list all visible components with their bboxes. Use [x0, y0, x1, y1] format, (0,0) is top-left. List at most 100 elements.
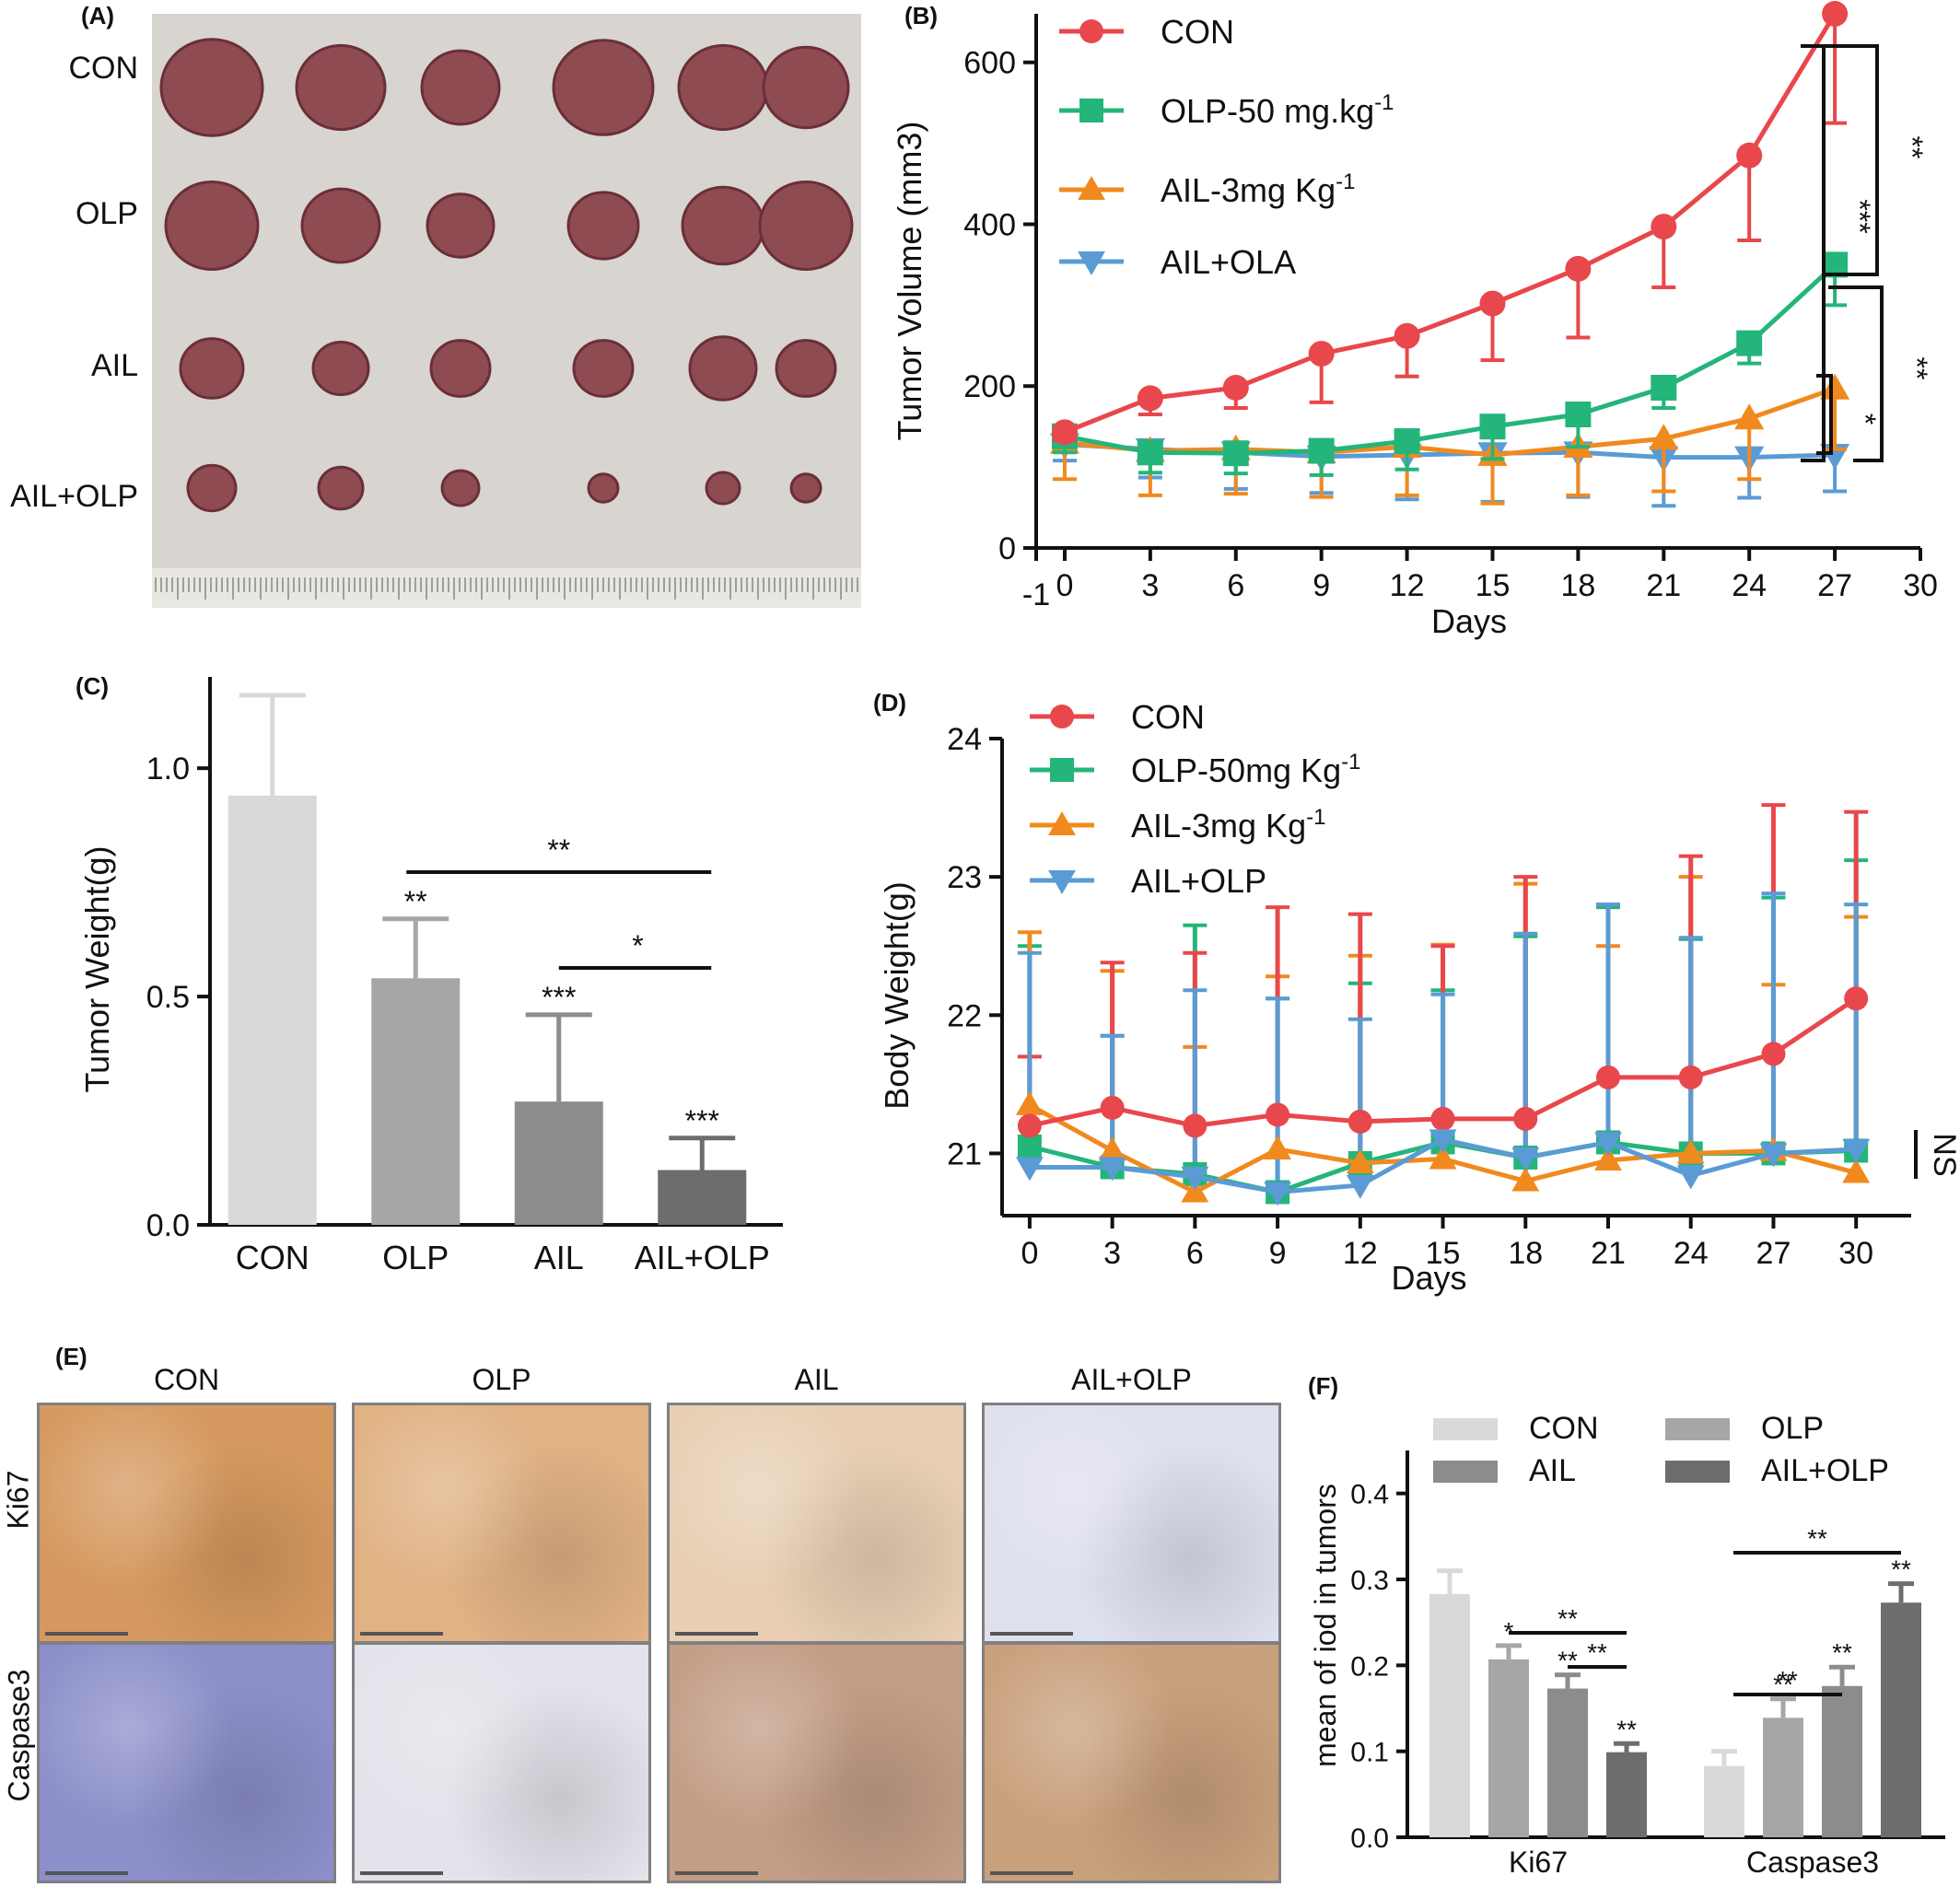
bar	[1606, 1752, 1647, 1837]
bar-significance: **	[1891, 1555, 1911, 1584]
scale-bar	[990, 1632, 1073, 1636]
x-tick-label: 3	[1141, 568, 1159, 603]
bracket	[1801, 44, 1826, 462]
x-tick-label: CON	[236, 1239, 309, 1276]
tumor-specimen	[426, 192, 496, 259]
bracket-label: **	[1558, 1604, 1578, 1633]
bar-significance: **	[1832, 1638, 1852, 1667]
series-line-group-0	[1017, 986, 1869, 1138]
y-tick-label: 0	[998, 531, 1016, 566]
bar-significance: **	[1558, 1647, 1578, 1675]
data-point	[1137, 439, 1163, 466]
ihc-col-label-ail-olp: AIL+OLP	[1071, 1363, 1192, 1396]
bracket-label: **	[1778, 1666, 1798, 1695]
x-axis-label: Days	[1431, 602, 1507, 640]
y-axis-label: mean of iod in tumors	[1309, 1484, 1342, 1767]
ihc-col-label-olp: OLP	[472, 1363, 531, 1396]
bar	[1429, 1593, 1470, 1837]
data-point	[1394, 322, 1420, 349]
legend-entry: OLP-50mg Kg-1	[1030, 750, 1360, 789]
panel-label-d: (D)	[873, 689, 907, 716]
series-line	[1064, 12, 1838, 435]
y-tick-label: 0.0	[146, 1208, 190, 1243]
panel-label-c: (C)	[76, 672, 110, 700]
legend-entry: AIL+OLP	[1665, 1453, 1889, 1488]
x-tick-label: 0	[1056, 568, 1074, 603]
data-point	[1429, 1129, 1457, 1154]
legend-label: OLP	[1761, 1411, 1824, 1446]
data-point	[1565, 402, 1592, 427]
y-tick-label: 0.3	[1350, 1566, 1389, 1596]
bar	[1763, 1718, 1803, 1837]
data-point	[1348, 1109, 1372, 1134]
data-point	[1015, 1090, 1044, 1115]
data-point	[1183, 1113, 1208, 1138]
data-point	[1181, 1166, 1209, 1191]
ns-label: NS	[1927, 1133, 1960, 1176]
bracket-label: **	[1807, 1524, 1827, 1553]
tumor-specimen	[186, 463, 238, 513]
data-point	[1676, 1139, 1705, 1164]
bar	[1822, 1685, 1862, 1837]
data-point	[1479, 414, 1506, 440]
scale-bar	[360, 1632, 443, 1636]
data-point	[1048, 869, 1076, 894]
ihc-image-ki67-ail-olp	[982, 1403, 1281, 1644]
bar-significance: **	[1616, 1715, 1637, 1743]
series-line-group-3	[1015, 1129, 1871, 1206]
legend-label: OLP-50mg Kg-1	[1131, 750, 1360, 789]
bracket-label: *	[632, 929, 643, 962]
bracket-label: **	[1896, 136, 1929, 159]
data-point	[1842, 1138, 1871, 1163]
ihc-col-label-ail: AIL	[794, 1363, 839, 1396]
legend-label: AIL+OLA	[1161, 243, 1296, 281]
tumor-specimen	[572, 339, 635, 398]
legend-label-superscript: -1	[1306, 805, 1325, 830]
y-axis-label: Tumor Volume (mm3)	[891, 122, 928, 441]
legend-label: AIL+OLP	[1761, 1453, 1889, 1488]
y-tick-label: 24	[947, 722, 982, 757]
bar	[514, 1101, 603, 1225]
data-point	[1051, 419, 1078, 446]
series-0	[1051, 1, 1849, 446]
tumor-specimen	[552, 39, 655, 136]
tumor-specimen	[179, 337, 245, 400]
data-point	[1017, 1113, 1042, 1138]
y-tick-label: 0.4	[1350, 1480, 1389, 1510]
body-weight-chart: 21 22 23 24 0 3 6 9 12 15 18 21 24 27 30 Days Body Weigh…	[878, 698, 1960, 1297]
scale-bar	[990, 1871, 1073, 1875]
ihc-image-caspase3-olp	[352, 1642, 651, 1883]
x-tick-label: OLP	[382, 1239, 449, 1276]
ihc-image-ki67-ail	[667, 1403, 966, 1644]
x-tick-label: 9	[1312, 568, 1330, 603]
panel-label-b: (B)	[904, 2, 939, 29]
tumor-specimen	[300, 187, 381, 264]
bar	[1488, 1659, 1529, 1837]
scale-bar	[360, 1871, 443, 1875]
y-tick-label: 400	[963, 207, 1016, 242]
significance-brackets: ********	[1801, 44, 1933, 462]
data-point	[1078, 176, 1105, 201]
legend-label: AIL-3mg Kg-1	[1161, 169, 1355, 209]
y-tick-label: 0.2	[1350, 1651, 1389, 1682]
data-point	[1264, 1135, 1292, 1159]
x-tick-label: 15	[1476, 568, 1511, 603]
tumor-specimen	[429, 339, 492, 398]
data-point	[1596, 1065, 1620, 1089]
x-tick-label: 6	[1186, 1236, 1204, 1271]
y-tick-label: 23	[947, 860, 982, 895]
data-point	[1678, 1065, 1703, 1089]
legend-entry: AIL	[1433, 1453, 1576, 1488]
legend-label: AIL+OLP	[1131, 862, 1266, 900]
scale-bar	[45, 1871, 128, 1875]
data-point	[1479, 290, 1506, 317]
tumor-specimen	[775, 339, 837, 398]
bar-significance: ***	[542, 981, 576, 1014]
y-axis-label: Tumor Weight(g)	[78, 845, 116, 1092]
tumor-photo-panel: CON OLP AIL AIL+OLP	[0, 0, 866, 608]
data-point	[1734, 403, 1765, 430]
legend-entry: OLP	[1665, 1411, 1824, 1446]
tumor-photo	[152, 14, 861, 608]
tumor-specimen	[789, 472, 822, 504]
